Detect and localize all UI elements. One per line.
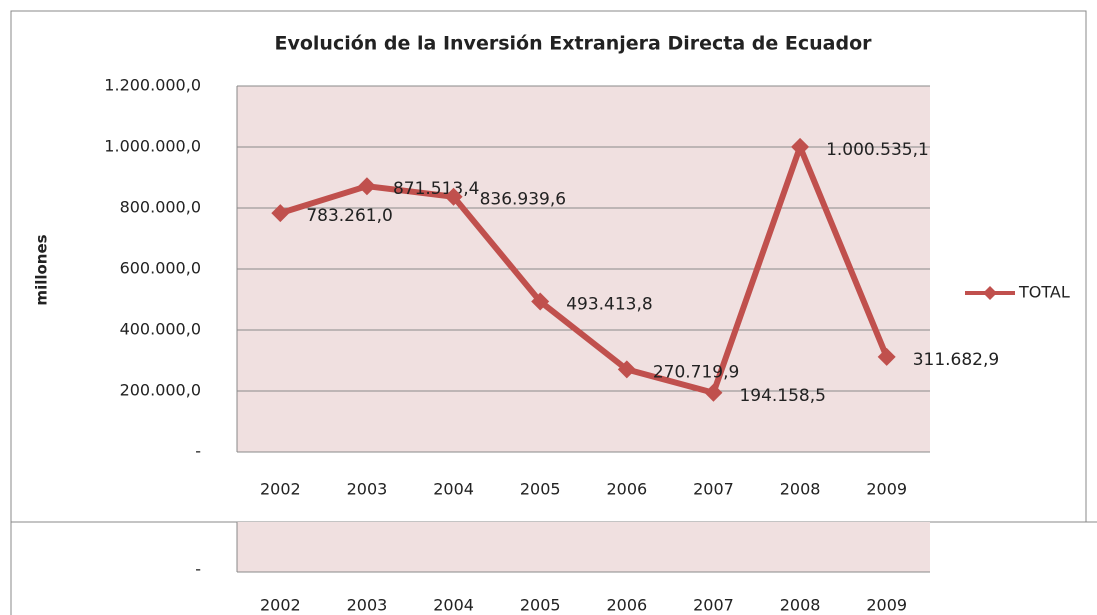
x-tick-label: 2007 xyxy=(693,596,734,615)
marker xyxy=(357,177,376,196)
marker xyxy=(531,292,550,311)
y-tick-label: - xyxy=(195,560,201,579)
x-tick-label: 2009 xyxy=(866,596,907,615)
marker xyxy=(704,383,723,402)
y-tick-label: 1.000.000,0 xyxy=(104,137,201,156)
x-tick-label: 2004 xyxy=(433,596,474,615)
x-tick-label: 2003 xyxy=(347,480,388,499)
y-axis-title: millones xyxy=(33,234,51,305)
data-label: 270.719,9 xyxy=(653,362,740,382)
y-tick-label: - xyxy=(195,442,201,461)
x-tick-label: 2002 xyxy=(260,596,301,615)
x-tick-label: 2007 xyxy=(693,480,734,499)
legend-label: TOTAL xyxy=(1018,283,1070,302)
y-tick-label: 600.000,0 xyxy=(120,259,201,278)
x-tick-label: 2003 xyxy=(347,596,388,615)
data-label: 1.000.535,1 xyxy=(826,140,929,160)
data-label: 783.261,0 xyxy=(306,206,393,226)
y-tick-label: 1.200.000,0 xyxy=(104,76,201,95)
chart-title: Evolución de la Inversión Extranjera Dir… xyxy=(274,33,872,55)
data-label: 194.158,5 xyxy=(739,386,826,406)
y-tick-label: 400.000,0 xyxy=(120,320,201,339)
legend-marker xyxy=(983,286,997,300)
x-tick-label: 2006 xyxy=(606,596,647,615)
marker xyxy=(877,347,896,366)
data-label: 836.939,6 xyxy=(480,190,567,210)
x-tick-label: 2005 xyxy=(520,596,561,615)
x-tick-label: 2005 xyxy=(520,480,561,499)
marker xyxy=(617,360,636,379)
marker xyxy=(791,137,810,156)
x-tick-label: 2008 xyxy=(780,480,821,499)
y-tick-label: 200.000,0 xyxy=(120,381,201,400)
x-tick-label: 2006 xyxy=(606,480,647,499)
x-tick-label: 2002 xyxy=(260,480,301,499)
x-tick-label: 2009 xyxy=(866,480,907,499)
x-tick-label: 2004 xyxy=(433,480,474,499)
data-label: 311.682,9 xyxy=(913,350,1000,370)
marker xyxy=(444,187,463,206)
marker xyxy=(271,204,290,223)
plot-area-strip xyxy=(237,522,930,572)
series-line xyxy=(279,143,890,396)
y-tick-label: 800.000,0 xyxy=(120,198,201,217)
x-tick-label: 2008 xyxy=(780,596,821,615)
data-label: 493.413,8 xyxy=(566,295,653,315)
data-label: 871.513,4 xyxy=(393,179,480,199)
